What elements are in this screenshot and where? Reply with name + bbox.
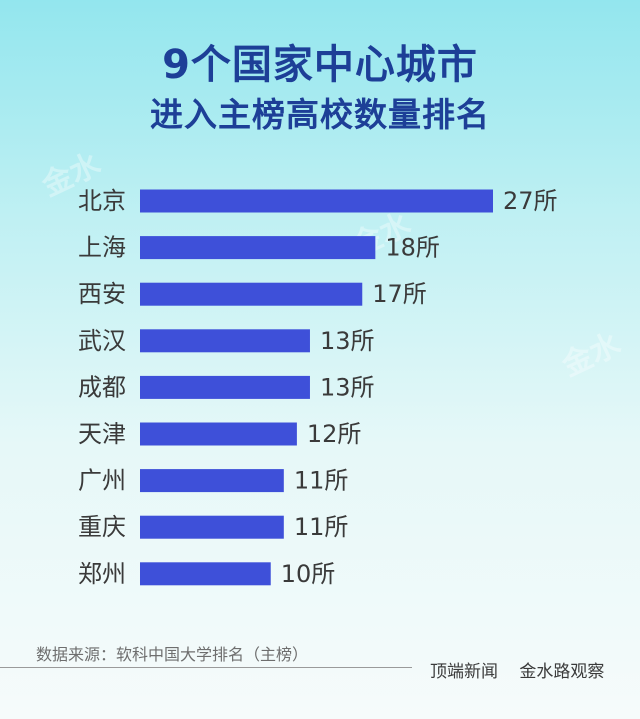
bar: [140, 515, 284, 539]
category-label: 广州: [78, 467, 126, 495]
value-label: 10所: [281, 560, 336, 588]
value-label: 13所: [320, 327, 375, 355]
footer-credits: 顶端新闻 金水路观察: [430, 657, 604, 682]
category-label: 重庆: [78, 513, 126, 541]
category-label: 北京: [78, 187, 126, 215]
bar: [140, 422, 297, 446]
value-label: 18所: [385, 234, 440, 262]
bar: [140, 189, 493, 213]
category-label: 西安: [78, 280, 126, 308]
bar: [140, 562, 271, 586]
credit-jinshuilu: 金水路观察: [519, 662, 605, 682]
value-label: 12所: [307, 420, 362, 448]
bar: [140, 329, 310, 353]
category-label: 成都: [78, 373, 126, 401]
value-label: 11所: [294, 513, 349, 541]
category-label: 天津: [78, 420, 126, 448]
category-label: 武汉: [78, 327, 126, 355]
credit-dingduan: 顶端新闻: [430, 662, 498, 682]
value-label: 11所: [294, 467, 349, 495]
value-label: 27所: [503, 187, 558, 215]
bar: [140, 375, 310, 399]
data-source: 数据来源：软科中国大学排名（主榜）: [36, 645, 309, 664]
value-label: 13所: [320, 373, 375, 401]
bar: [140, 282, 363, 306]
bar: [140, 236, 376, 260]
footer-divider: [0, 667, 412, 668]
chart-title-line2: 进入主榜高校数量排名: [150, 95, 490, 134]
category-label: 上海: [78, 234, 126, 262]
category-label: 郑州: [78, 560, 126, 588]
value-label: 17所: [372, 280, 427, 308]
chart-title-line1: 9个国家中心城市: [162, 42, 478, 88]
bar: [140, 469, 284, 493]
